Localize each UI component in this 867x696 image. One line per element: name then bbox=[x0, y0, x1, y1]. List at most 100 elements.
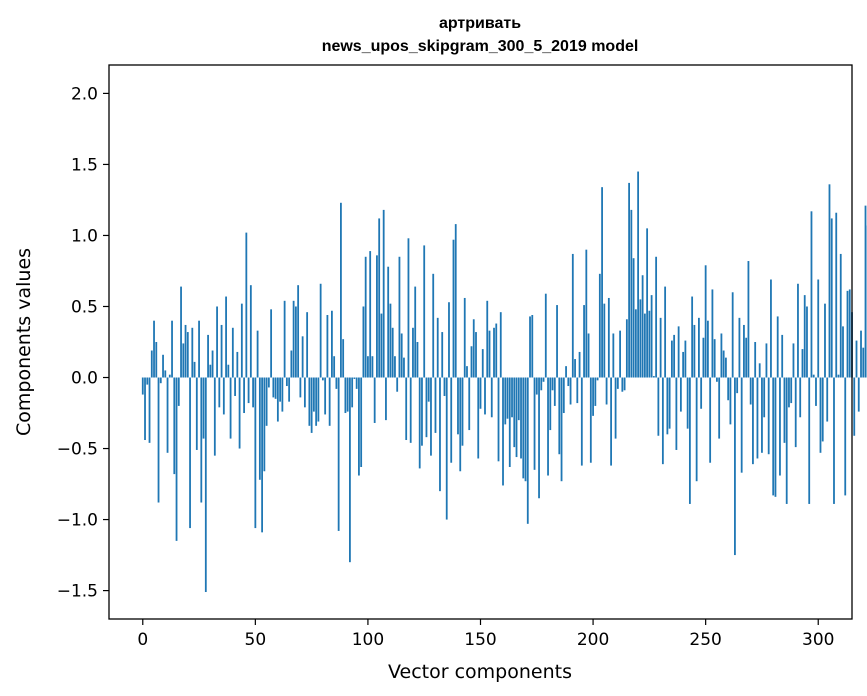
bar-307 bbox=[833, 377, 835, 504]
bar-46 bbox=[245, 232, 248, 378]
bar-7 bbox=[157, 377, 160, 503]
bar-89 bbox=[342, 339, 345, 378]
bar-13 bbox=[171, 320, 173, 378]
bar-34 bbox=[218, 377, 221, 408]
bar-261 bbox=[729, 377, 732, 425]
bar-313 bbox=[846, 290, 849, 378]
bar-230 bbox=[659, 317, 662, 378]
x-tick-label: 0 bbox=[137, 630, 148, 650]
axis-ticks: 0 50 100 150 200 250 300 −1.5 −1.0 −0.5 0.0 0.5 1.0 1… bbox=[57, 84, 835, 650]
bar-115 bbox=[400, 333, 403, 378]
bar-204 bbox=[601, 187, 603, 378]
bar-165 bbox=[513, 377, 516, 448]
bar-312 bbox=[844, 377, 847, 496]
bar-144 bbox=[466, 366, 468, 378]
bar-121 bbox=[414, 286, 417, 378]
bar-206 bbox=[605, 377, 608, 405]
bar-20 bbox=[186, 332, 189, 378]
bar-97 bbox=[360, 377, 363, 467]
bar-128 bbox=[430, 377, 432, 456]
bar-194 bbox=[578, 351, 581, 378]
bar-26 bbox=[200, 377, 203, 503]
bar-187 bbox=[562, 377, 565, 414]
bar-240 bbox=[682, 351, 685, 378]
bar-22 bbox=[191, 327, 194, 378]
bar-4 bbox=[150, 350, 153, 378]
bar-258 bbox=[722, 350, 725, 378]
bar-199 bbox=[589, 377, 592, 463]
bar-151 bbox=[481, 349, 484, 378]
bar-53 bbox=[261, 377, 263, 533]
bar-45 bbox=[243, 377, 245, 414]
bar-31 bbox=[211, 350, 214, 378]
bar-308 bbox=[835, 212, 838, 378]
bar-111 bbox=[391, 327, 394, 378]
bar-179 bbox=[544, 293, 547, 378]
bar-316 bbox=[853, 377, 856, 436]
y-tick-label: 1.0 bbox=[71, 226, 98, 246]
bar-17 bbox=[180, 286, 182, 378]
bar-213 bbox=[621, 377, 624, 392]
bar-107 bbox=[382, 209, 385, 378]
bar-176 bbox=[538, 377, 540, 499]
bar-147 bbox=[472, 319, 475, 378]
bar-40 bbox=[231, 327, 234, 378]
bar-55 bbox=[265, 377, 268, 426]
bar-222 bbox=[641, 275, 644, 378]
bar-237 bbox=[675, 377, 678, 450]
x-tick-label: 250 bbox=[689, 630, 721, 650]
bar-134 bbox=[443, 377, 446, 396]
bar-167 bbox=[517, 377, 520, 421]
bar-238 bbox=[677, 326, 680, 378]
bar-65 bbox=[288, 377, 291, 402]
bar-214 bbox=[623, 377, 626, 391]
bar-172 bbox=[529, 316, 531, 378]
bar-301 bbox=[819, 377, 822, 453]
bar-50 bbox=[254, 377, 257, 529]
bar-23 bbox=[193, 361, 196, 378]
bar-265 bbox=[738, 317, 741, 378]
bar-112 bbox=[394, 356, 396, 378]
bar-212 bbox=[619, 330, 621, 378]
bar-219 bbox=[634, 309, 637, 378]
bar-235 bbox=[670, 340, 673, 378]
bar-266 bbox=[740, 377, 743, 473]
bar-288 bbox=[790, 377, 793, 404]
bar-321 bbox=[864, 205, 867, 378]
bar-290 bbox=[794, 377, 797, 448]
bar-175 bbox=[535, 377, 538, 395]
bar-96 bbox=[358, 377, 360, 476]
bar-245 bbox=[693, 324, 696, 378]
bar-83 bbox=[328, 377, 331, 426]
y-tick-label: 0.0 bbox=[71, 369, 98, 389]
bar-153 bbox=[486, 300, 489, 378]
bar-177 bbox=[540, 377, 543, 391]
bar-295 bbox=[806, 306, 808, 378]
bar-120 bbox=[412, 327, 414, 378]
bar-278 bbox=[767, 377, 770, 455]
bar-280 bbox=[772, 377, 775, 496]
bar-239 bbox=[679, 377, 682, 412]
bar-133 bbox=[441, 332, 444, 378]
bar-106 bbox=[380, 313, 383, 378]
bar-48 bbox=[249, 285, 252, 378]
bar-139 bbox=[454, 224, 457, 378]
bar-135 bbox=[445, 377, 448, 520]
bar-189 bbox=[567, 377, 570, 387]
bar-157 bbox=[495, 323, 498, 378]
bar-184 bbox=[556, 305, 558, 378]
bar-114 bbox=[398, 256, 401, 378]
bar-150 bbox=[479, 377, 482, 409]
bar-56 bbox=[267, 377, 270, 388]
bar-29 bbox=[207, 334, 209, 378]
bar-32 bbox=[213, 377, 216, 456]
bar-170 bbox=[524, 377, 527, 482]
bar-130 bbox=[434, 377, 437, 433]
bar-314 bbox=[848, 289, 851, 378]
bar-35 bbox=[220, 324, 223, 378]
bar-283 bbox=[779, 377, 781, 476]
bar-197 bbox=[585, 249, 588, 378]
bar-174 bbox=[533, 377, 536, 470]
bar-143 bbox=[463, 297, 466, 378]
